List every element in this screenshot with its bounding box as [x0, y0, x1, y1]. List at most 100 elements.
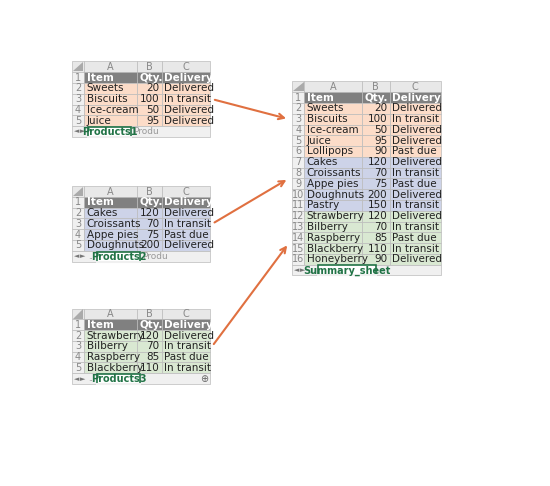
Text: Croissants: Croissants	[86, 219, 141, 229]
Text: ⊕: ⊕	[200, 374, 208, 383]
Text: ◄: ◄	[74, 128, 80, 135]
Text: Delivered: Delivered	[392, 157, 442, 167]
Bar	[72, 352, 84, 363]
Text: Appe pies: Appe pies	[86, 230, 138, 240]
Text: Doughnuts: Doughnuts	[86, 241, 144, 250]
Bar	[137, 363, 162, 373]
Text: 16: 16	[292, 254, 304, 264]
Bar	[362, 254, 389, 265]
Text: 3: 3	[75, 341, 81, 351]
Text: 4: 4	[75, 352, 81, 362]
Bar	[317, 265, 376, 276]
Bar	[137, 83, 162, 94]
Bar	[84, 240, 137, 251]
Bar	[162, 330, 210, 341]
Bar	[304, 232, 362, 243]
Bar	[84, 363, 137, 373]
Bar	[304, 211, 362, 222]
Bar	[84, 115, 137, 126]
Bar	[84, 341, 137, 352]
Bar	[389, 124, 441, 135]
Text: Delivery: Delivery	[164, 320, 213, 330]
Text: B: B	[146, 187, 153, 196]
Bar	[72, 208, 84, 219]
Bar	[389, 178, 441, 189]
Text: ◄: ◄	[74, 253, 80, 259]
Text: 200: 200	[367, 190, 387, 200]
Bar	[389, 243, 441, 254]
Text: ►: ►	[300, 267, 306, 273]
Bar	[72, 126, 210, 137]
Text: Bilberry: Bilberry	[307, 222, 348, 232]
Bar	[389, 146, 441, 157]
Bar	[292, 146, 304, 157]
Text: 11: 11	[292, 200, 304, 210]
Bar	[304, 178, 362, 189]
Text: 4: 4	[295, 125, 301, 135]
Bar	[304, 189, 362, 200]
Text: Honeyberry: Honeyberry	[307, 254, 367, 264]
Bar	[137, 319, 162, 330]
Text: 120: 120	[367, 211, 387, 221]
Text: 90: 90	[374, 254, 387, 264]
Bar	[137, 309, 162, 319]
Bar	[84, 309, 137, 319]
Text: Cakes: Cakes	[86, 208, 118, 218]
Text: Produ: Produ	[133, 127, 159, 136]
Bar	[304, 200, 362, 211]
Text: 70: 70	[146, 219, 160, 229]
Bar	[137, 94, 162, 104]
Bar	[362, 232, 389, 243]
Text: Delivered: Delivered	[164, 84, 214, 93]
Text: 2: 2	[295, 104, 301, 113]
Polygon shape	[73, 187, 84, 196]
Text: ►: ►	[80, 253, 86, 259]
Bar	[137, 104, 162, 115]
Bar	[162, 197, 210, 208]
Bar	[162, 186, 210, 197]
Bar	[389, 232, 441, 243]
Bar	[389, 200, 441, 211]
Text: 15: 15	[292, 243, 304, 254]
Bar	[292, 157, 304, 168]
Bar	[362, 200, 389, 211]
Text: Past due: Past due	[392, 233, 437, 243]
Bar	[137, 197, 162, 208]
Bar	[84, 219, 137, 229]
Text: A: A	[329, 82, 337, 92]
Text: Ice-cream: Ice-cream	[307, 125, 358, 135]
Bar	[162, 115, 210, 126]
Bar	[362, 135, 389, 146]
Bar	[292, 222, 304, 232]
Text: 95: 95	[146, 116, 160, 126]
Text: Pastry: Pastry	[307, 200, 339, 210]
Text: 150: 150	[367, 200, 387, 210]
Text: Sweets: Sweets	[86, 84, 124, 93]
Bar	[292, 114, 304, 124]
Bar	[304, 243, 362, 254]
Bar	[362, 82, 389, 92]
Text: A: A	[107, 62, 114, 72]
Bar	[162, 219, 210, 229]
Text: Juice: Juice	[86, 116, 111, 126]
Bar	[362, 243, 389, 254]
Bar	[84, 352, 137, 363]
Text: In transit: In transit	[164, 363, 211, 373]
Bar	[362, 222, 389, 232]
Bar	[292, 103, 304, 114]
Bar	[304, 124, 362, 135]
Bar	[292, 254, 304, 265]
Text: 1: 1	[295, 93, 301, 103]
Bar	[389, 189, 441, 200]
Text: In transit: In transit	[392, 168, 439, 178]
Bar	[362, 146, 389, 157]
Bar	[84, 330, 137, 341]
Text: In transit: In transit	[392, 200, 439, 210]
Text: Delivery: Delivery	[164, 197, 213, 208]
Text: ...: ...	[308, 265, 315, 275]
Bar	[137, 352, 162, 363]
Text: 120: 120	[367, 157, 387, 167]
Text: Bilberry: Bilberry	[86, 341, 128, 351]
Bar	[362, 124, 389, 135]
Text: Delivered: Delivered	[164, 241, 214, 250]
